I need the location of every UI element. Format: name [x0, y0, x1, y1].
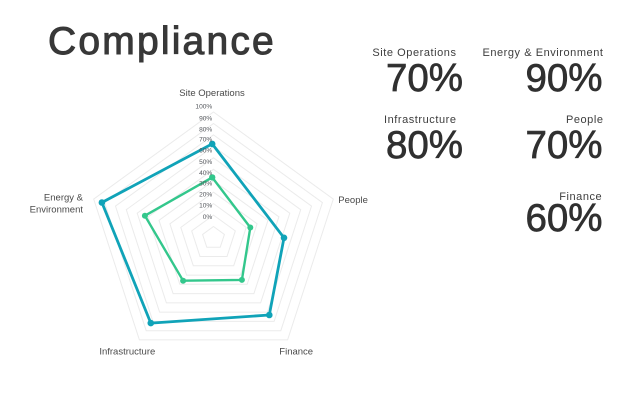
svg-text:100%: 100%: [195, 104, 212, 111]
svg-text:Energy &: Energy &: [44, 193, 84, 204]
svg-text:Site Operations: Site Operations: [179, 88, 245, 99]
svg-text:60%: 60%: [199, 147, 212, 154]
svg-text:30%: 30%: [199, 181, 212, 188]
svg-text:Environment: Environment: [30, 205, 84, 216]
svg-text:People: People: [338, 195, 368, 206]
svg-text:80%: 80%: [199, 127, 212, 134]
svg-text:Finance: Finance: [279, 347, 313, 358]
svg-text:10%: 10%: [199, 203, 212, 210]
svg-text:20%: 20%: [199, 192, 212, 199]
svg-text:90%: 90%: [199, 116, 212, 123]
svg-text:50%: 50%: [199, 159, 212, 166]
svg-text:Infrastructure: Infrastructure: [99, 347, 155, 358]
svg-text:70%: 70%: [199, 136, 212, 143]
svg-text:40%: 40%: [199, 170, 212, 177]
svg-text:0%: 0%: [203, 214, 213, 221]
